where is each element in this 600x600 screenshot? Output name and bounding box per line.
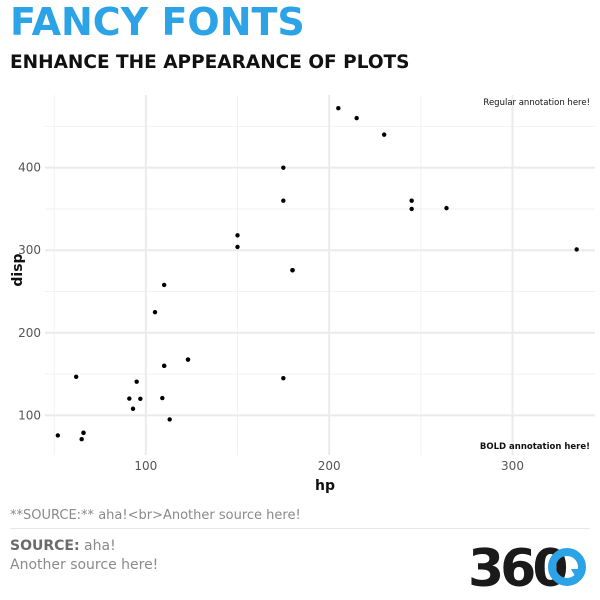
data-point — [167, 417, 172, 422]
data-point — [409, 206, 414, 212]
regular-annotation: Regular annotation here! — [483, 98, 590, 108]
data-point — [574, 247, 579, 252]
data-point — [161, 363, 167, 369]
data-point — [152, 309, 158, 315]
scatter-plot: 100 200 300 100 200 300 400 hp disp Regular annot… — [10, 95, 595, 494]
refresh-icon — [548, 548, 586, 586]
source-caption: SOURCE: aha! Another source here! — [10, 537, 158, 575]
data-point — [138, 396, 143, 401]
data-point — [127, 396, 132, 401]
x-axis-title: hp — [315, 478, 335, 494]
data-point — [185, 357, 191, 362]
caption-raw-text: **SOURCE:** aha!<br>Another source here! — [10, 508, 301, 523]
data-point — [444, 205, 449, 211]
data-point — [281, 198, 286, 203]
data-point — [409, 198, 414, 203]
logo-360: 360 — [468, 539, 586, 590]
chart-title: FANCY FONTS — [10, 0, 305, 44]
data-point — [290, 268, 295, 273]
data-point — [281, 165, 286, 170]
data-point — [81, 430, 86, 435]
x-tick-label: 100 — [134, 459, 157, 473]
data-point — [160, 395, 165, 401]
data-point — [73, 374, 79, 380]
y-tick-label: 400 — [18, 161, 41, 175]
data-point — [55, 433, 61, 438]
x-tick-label: 300 — [501, 459, 524, 473]
source-label: SOURCE: — [10, 538, 80, 554]
data-point — [281, 376, 286, 381]
chart-subtitle: ENHANCE THE APPEARANCE OF PLOTS — [10, 52, 410, 73]
source-value: aha! — [84, 538, 116, 554]
y-axis-title: disp — [10, 253, 26, 286]
data-point — [134, 379, 139, 384]
bold-annotation: BOLD annotation here! — [480, 442, 590, 452]
data-point — [336, 106, 341, 111]
x-tick-label: 200 — [318, 459, 341, 473]
data-point — [79, 437, 84, 442]
data-point — [235, 233, 240, 238]
y-tick-label: 300 — [18, 243, 41, 257]
y-tick-label: 200 — [18, 326, 41, 340]
data-point — [354, 115, 359, 121]
data-point — [161, 282, 167, 288]
data-point — [381, 132, 387, 137]
data-point — [130, 406, 136, 411]
y-tick-label: 100 — [18, 408, 41, 422]
caption-divider — [10, 528, 590, 529]
source-line-2: Another source here! — [10, 557, 159, 573]
data-point — [235, 244, 240, 250]
